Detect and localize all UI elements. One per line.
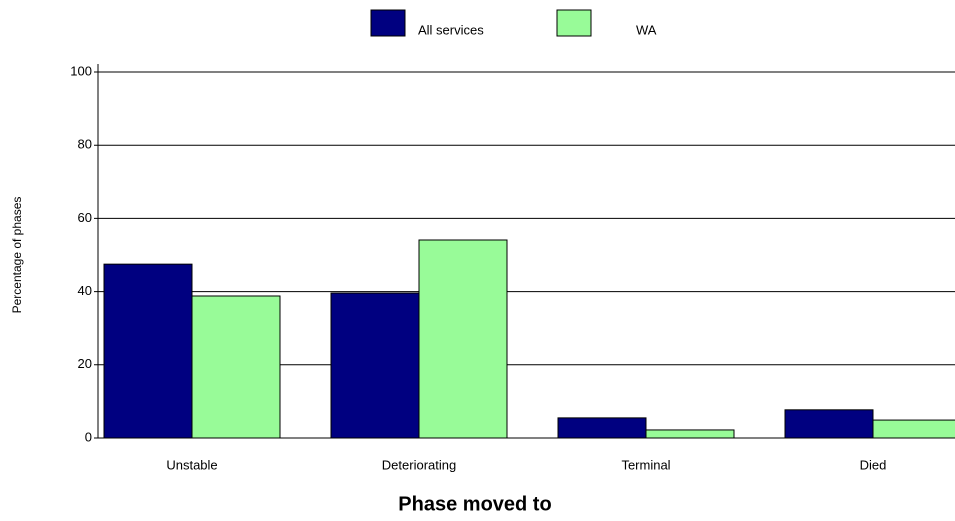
y-tick-label: 40 bbox=[78, 283, 92, 298]
x-tick-label: Terminal bbox=[621, 457, 670, 472]
legend-swatch bbox=[556, 9, 592, 37]
bar bbox=[872, 419, 955, 439]
y-tick-label: 80 bbox=[78, 137, 92, 152]
bar bbox=[418, 239, 508, 439]
y-axis-title: Percentage of phases bbox=[10, 197, 24, 314]
y-tick-label: 0 bbox=[85, 429, 92, 444]
legend-label: All services bbox=[418, 22, 484, 37]
x-tick-label: Deteriorating bbox=[382, 457, 456, 472]
bar bbox=[557, 417, 647, 439]
y-tick-label: 100 bbox=[70, 63, 92, 78]
x-axis-title: Phase moved to bbox=[398, 493, 551, 515]
bar bbox=[784, 409, 874, 439]
legend-swatch bbox=[370, 9, 406, 37]
bar bbox=[103, 263, 193, 439]
legend-label: WA bbox=[636, 22, 657, 37]
bar bbox=[330, 292, 420, 439]
x-tick-label: Died bbox=[860, 457, 887, 472]
x-tick-label: Unstable bbox=[166, 457, 217, 472]
y-tick-label: 60 bbox=[78, 210, 92, 225]
bar bbox=[645, 429, 735, 439]
y-tick-label: 20 bbox=[78, 356, 92, 371]
bar bbox=[191, 295, 281, 439]
